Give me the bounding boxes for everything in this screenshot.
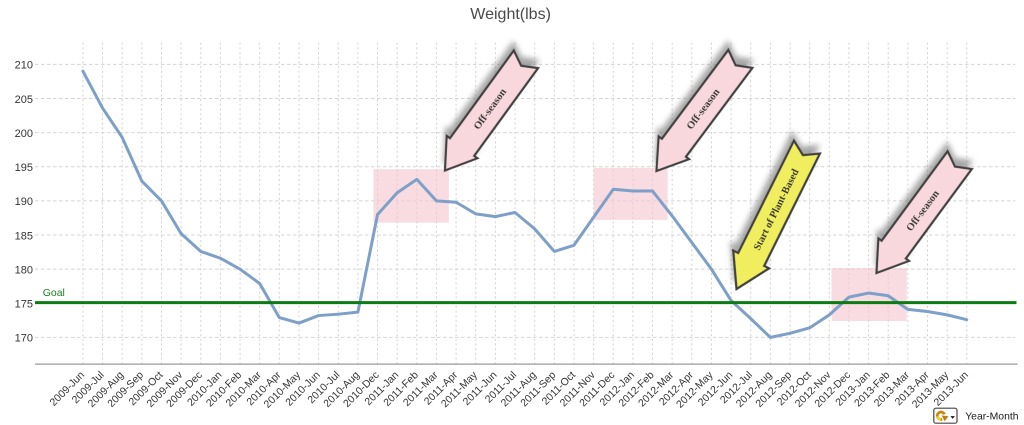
svg-text:Weight(lbs): Weight(lbs) xyxy=(470,6,551,23)
svg-text:200: 200 xyxy=(15,128,33,140)
svg-text:Goal: Goal xyxy=(43,287,65,299)
svg-text:170: 170 xyxy=(15,333,33,345)
svg-text:175: 175 xyxy=(15,299,33,311)
svg-text:210: 210 xyxy=(15,60,33,72)
svg-text:185: 185 xyxy=(15,230,33,242)
svg-text:205: 205 xyxy=(15,94,33,106)
svg-text:180: 180 xyxy=(15,264,33,276)
svg-text:Year-Month: Year-Month xyxy=(965,412,1019,423)
svg-text:195: 195 xyxy=(15,162,33,174)
svg-text:190: 190 xyxy=(15,196,33,208)
